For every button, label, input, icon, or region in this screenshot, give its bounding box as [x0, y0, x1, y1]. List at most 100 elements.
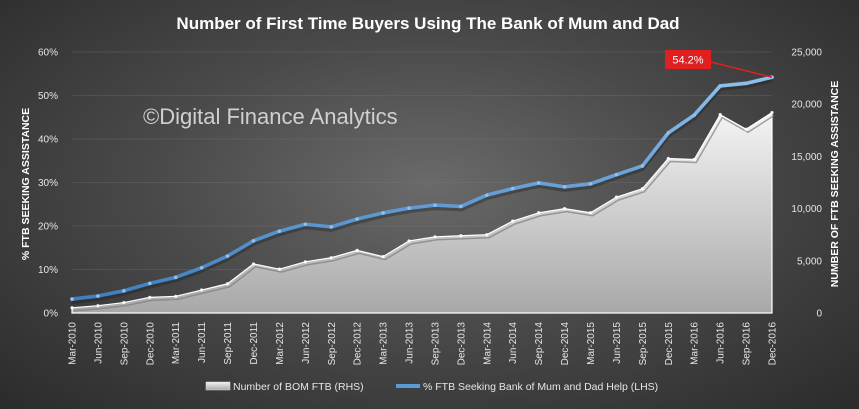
x-tick-label: Dec-2011	[249, 322, 260, 365]
x-tick-label: Jun-2011	[197, 322, 208, 363]
x-tick-label: Sep-2016	[742, 322, 753, 366]
line-data-point	[355, 217, 359, 221]
area-data-point	[148, 295, 152, 299]
line-series-layer	[70, 75, 774, 305]
line-data-point	[251, 238, 256, 243]
line-data-point	[277, 229, 282, 234]
area-data-point	[70, 306, 74, 310]
line-data-point	[96, 294, 100, 298]
callout-value: 54.2%	[672, 55, 703, 67]
area-data-point	[355, 248, 359, 252]
legend-item-line: % FTB Seeking Bank of Mum and Dad Help (…	[396, 381, 658, 393]
right-tick-label: 25,000	[791, 48, 822, 59]
x-tick-label: Dec-2012	[353, 322, 364, 366]
area-data-point	[96, 304, 100, 308]
line-data-point	[692, 113, 697, 117]
line-data-point	[199, 265, 204, 270]
x-tick-label: Sep-2011	[223, 322, 234, 365]
line-data-point	[407, 206, 411, 210]
x-tick-label: Jun-2010	[93, 322, 104, 364]
area-data-point	[277, 267, 282, 271]
x-tick-label: Mar-2015	[586, 322, 597, 365]
left-tick-label: 50%	[38, 91, 58, 102]
line-data-point	[225, 254, 230, 258]
line-data-point	[381, 211, 385, 215]
x-tick-label: Dec-2013	[456, 322, 467, 366]
line-data-point	[173, 275, 178, 280]
area-data-point	[303, 260, 307, 264]
area-data-point	[381, 255, 385, 259]
line-data-point	[536, 181, 541, 185]
x-axis-ticks: Mar-2010 Jun-2010 Sep-2010 Dec-2010 Mar-2011…	[68, 322, 779, 366]
x-tick-label: Mar-2014	[482, 322, 493, 365]
callout-box	[665, 50, 711, 69]
line-data-point	[640, 164, 645, 168]
left-axis-ticks: 0% 10% 20% 30% 40% 50% 60%	[38, 48, 58, 320]
area-data-point	[485, 233, 489, 237]
area-data-point	[174, 294, 178, 298]
left-tick-label: 60%	[38, 48, 58, 59]
area-data-point	[588, 211, 593, 215]
callout-leader-line	[710, 61, 773, 78]
area-data-point	[537, 211, 541, 215]
area-data-point	[511, 219, 515, 223]
x-tick-label: Mar-2013	[379, 322, 390, 365]
x-tick-label: Mar-2016	[690, 322, 701, 365]
gridlines	[72, 51, 772, 314]
area-data-point	[433, 235, 437, 239]
area-series-layer	[70, 110, 775, 314]
x-tick-label: Dec-2016	[768, 322, 779, 366]
left-tick-label: 40%	[38, 135, 58, 146]
line-series-path	[70, 75, 774, 301]
callout-annotation: 54.2%	[665, 50, 773, 78]
line-data-point	[666, 131, 671, 135]
right-tick-label: 10,000	[791, 204, 822, 215]
x-tick-label: Dec-2010	[145, 322, 156, 366]
legend-item-area: Number of BOM FTB (RHS)	[205, 381, 364, 393]
legend-label-area: Number of BOM FTB (RHS)	[233, 381, 364, 393]
area-data-point	[407, 239, 411, 243]
x-tick-label: Jun-2016	[716, 322, 727, 364]
line-data-point	[744, 81, 748, 86]
area-data-point	[718, 113, 722, 117]
line-data-point	[510, 186, 515, 191]
right-axis-label: NUMBER OF FTB SEEKING ASSISTANCE	[829, 81, 841, 288]
area-data-point	[329, 256, 333, 260]
x-tick-label: Sep-2013	[430, 322, 441, 366]
chart-title: Number of First Time Buyers Using The Ba…	[176, 14, 679, 33]
left-tick-label: 20%	[38, 222, 58, 233]
x-tick-label: Sep-2014	[534, 322, 545, 366]
right-tick-label: 20,000	[791, 100, 822, 111]
x-tick-label: Dec-2015	[664, 322, 675, 366]
line-data-point	[122, 289, 126, 293]
area-data-point	[562, 207, 567, 211]
line-data-point	[147, 281, 152, 286]
line-data-point	[329, 225, 334, 229]
line-data-point	[433, 203, 437, 207]
left-tick-label: 30%	[38, 178, 58, 189]
left-tick-label: 10%	[38, 265, 58, 276]
line-data-point	[562, 185, 567, 189]
area-series-shadow	[73, 114, 775, 312]
legend: Number of BOM FTB (RHS) % FTB Seeking Ba…	[205, 381, 658, 393]
area-data-point	[640, 187, 644, 191]
right-tick-label: 15,000	[791, 152, 822, 163]
right-axis-ticks: 0 5,000 10,000 15,000 20,000 25,000	[791, 48, 822, 320]
x-tick-label: Mar-2011	[171, 322, 182, 364]
area-series-fill	[71, 111, 773, 314]
x-tick-label: Sep-2015	[638, 322, 649, 366]
x-tick-label: Jun-2014	[508, 322, 519, 364]
line-data-point	[588, 182, 593, 186]
x-tick-label: Mar-2012	[275, 322, 286, 365]
area-data-point	[770, 110, 774, 115]
area-data-point	[251, 262, 256, 266]
line-data-point	[485, 193, 489, 197]
x-tick-label: Dec-2014	[560, 322, 571, 366]
watermark: ©Digital Finance Analytics	[143, 104, 398, 129]
area-data-point	[459, 234, 463, 238]
legend-swatch-area	[205, 381, 231, 391]
line-data-point	[718, 84, 722, 88]
line-data-point	[70, 297, 74, 301]
x-tick-label: Sep-2010	[119, 322, 130, 366]
